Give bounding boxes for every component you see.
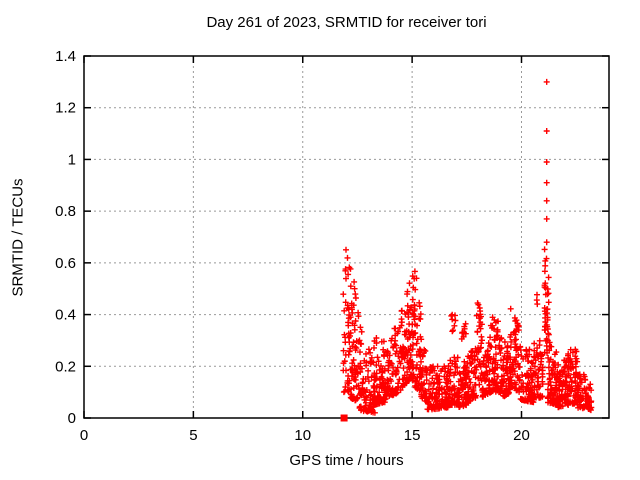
start-marker-square bbox=[340, 414, 348, 422]
outlier-markers bbox=[543, 78, 550, 246]
x-tick-label: 20 bbox=[513, 427, 530, 444]
scatter-points bbox=[340, 246, 595, 416]
x-tick-label: 10 bbox=[294, 427, 311, 444]
x-axis-label: GPS time / hours bbox=[289, 452, 404, 469]
x-tick-labels: 0 5 10 15 20 bbox=[80, 427, 530, 444]
outlier-points bbox=[543, 78, 550, 246]
x-tick-label: 15 bbox=[404, 427, 421, 444]
axis-ticks bbox=[83, 55, 609, 419]
y-tick-labels: 0 0.2 0.4 0.6 0.8 1 1.2 1.4 bbox=[55, 48, 76, 427]
y-tick-label: 0.8 bbox=[55, 203, 76, 220]
x-tick-label: 5 bbox=[189, 427, 197, 444]
chart-title: Day 261 of 2023, SRMTID for receiver tor… bbox=[206, 14, 487, 31]
y-tick-label: 1 bbox=[68, 151, 76, 168]
filled-square-marker bbox=[340, 414, 348, 422]
y-tick-label: 1.4 bbox=[55, 48, 76, 65]
y-tick-label: 1.2 bbox=[55, 100, 76, 117]
data-point-markers bbox=[340, 246, 595, 416]
y-tick-label: 0.2 bbox=[55, 358, 76, 375]
y-tick-label: 0.4 bbox=[55, 307, 76, 324]
x-tick-label: 0 bbox=[80, 427, 88, 444]
y-tick-label: 0 bbox=[68, 410, 76, 427]
y-tick-label: 0.6 bbox=[55, 255, 76, 272]
